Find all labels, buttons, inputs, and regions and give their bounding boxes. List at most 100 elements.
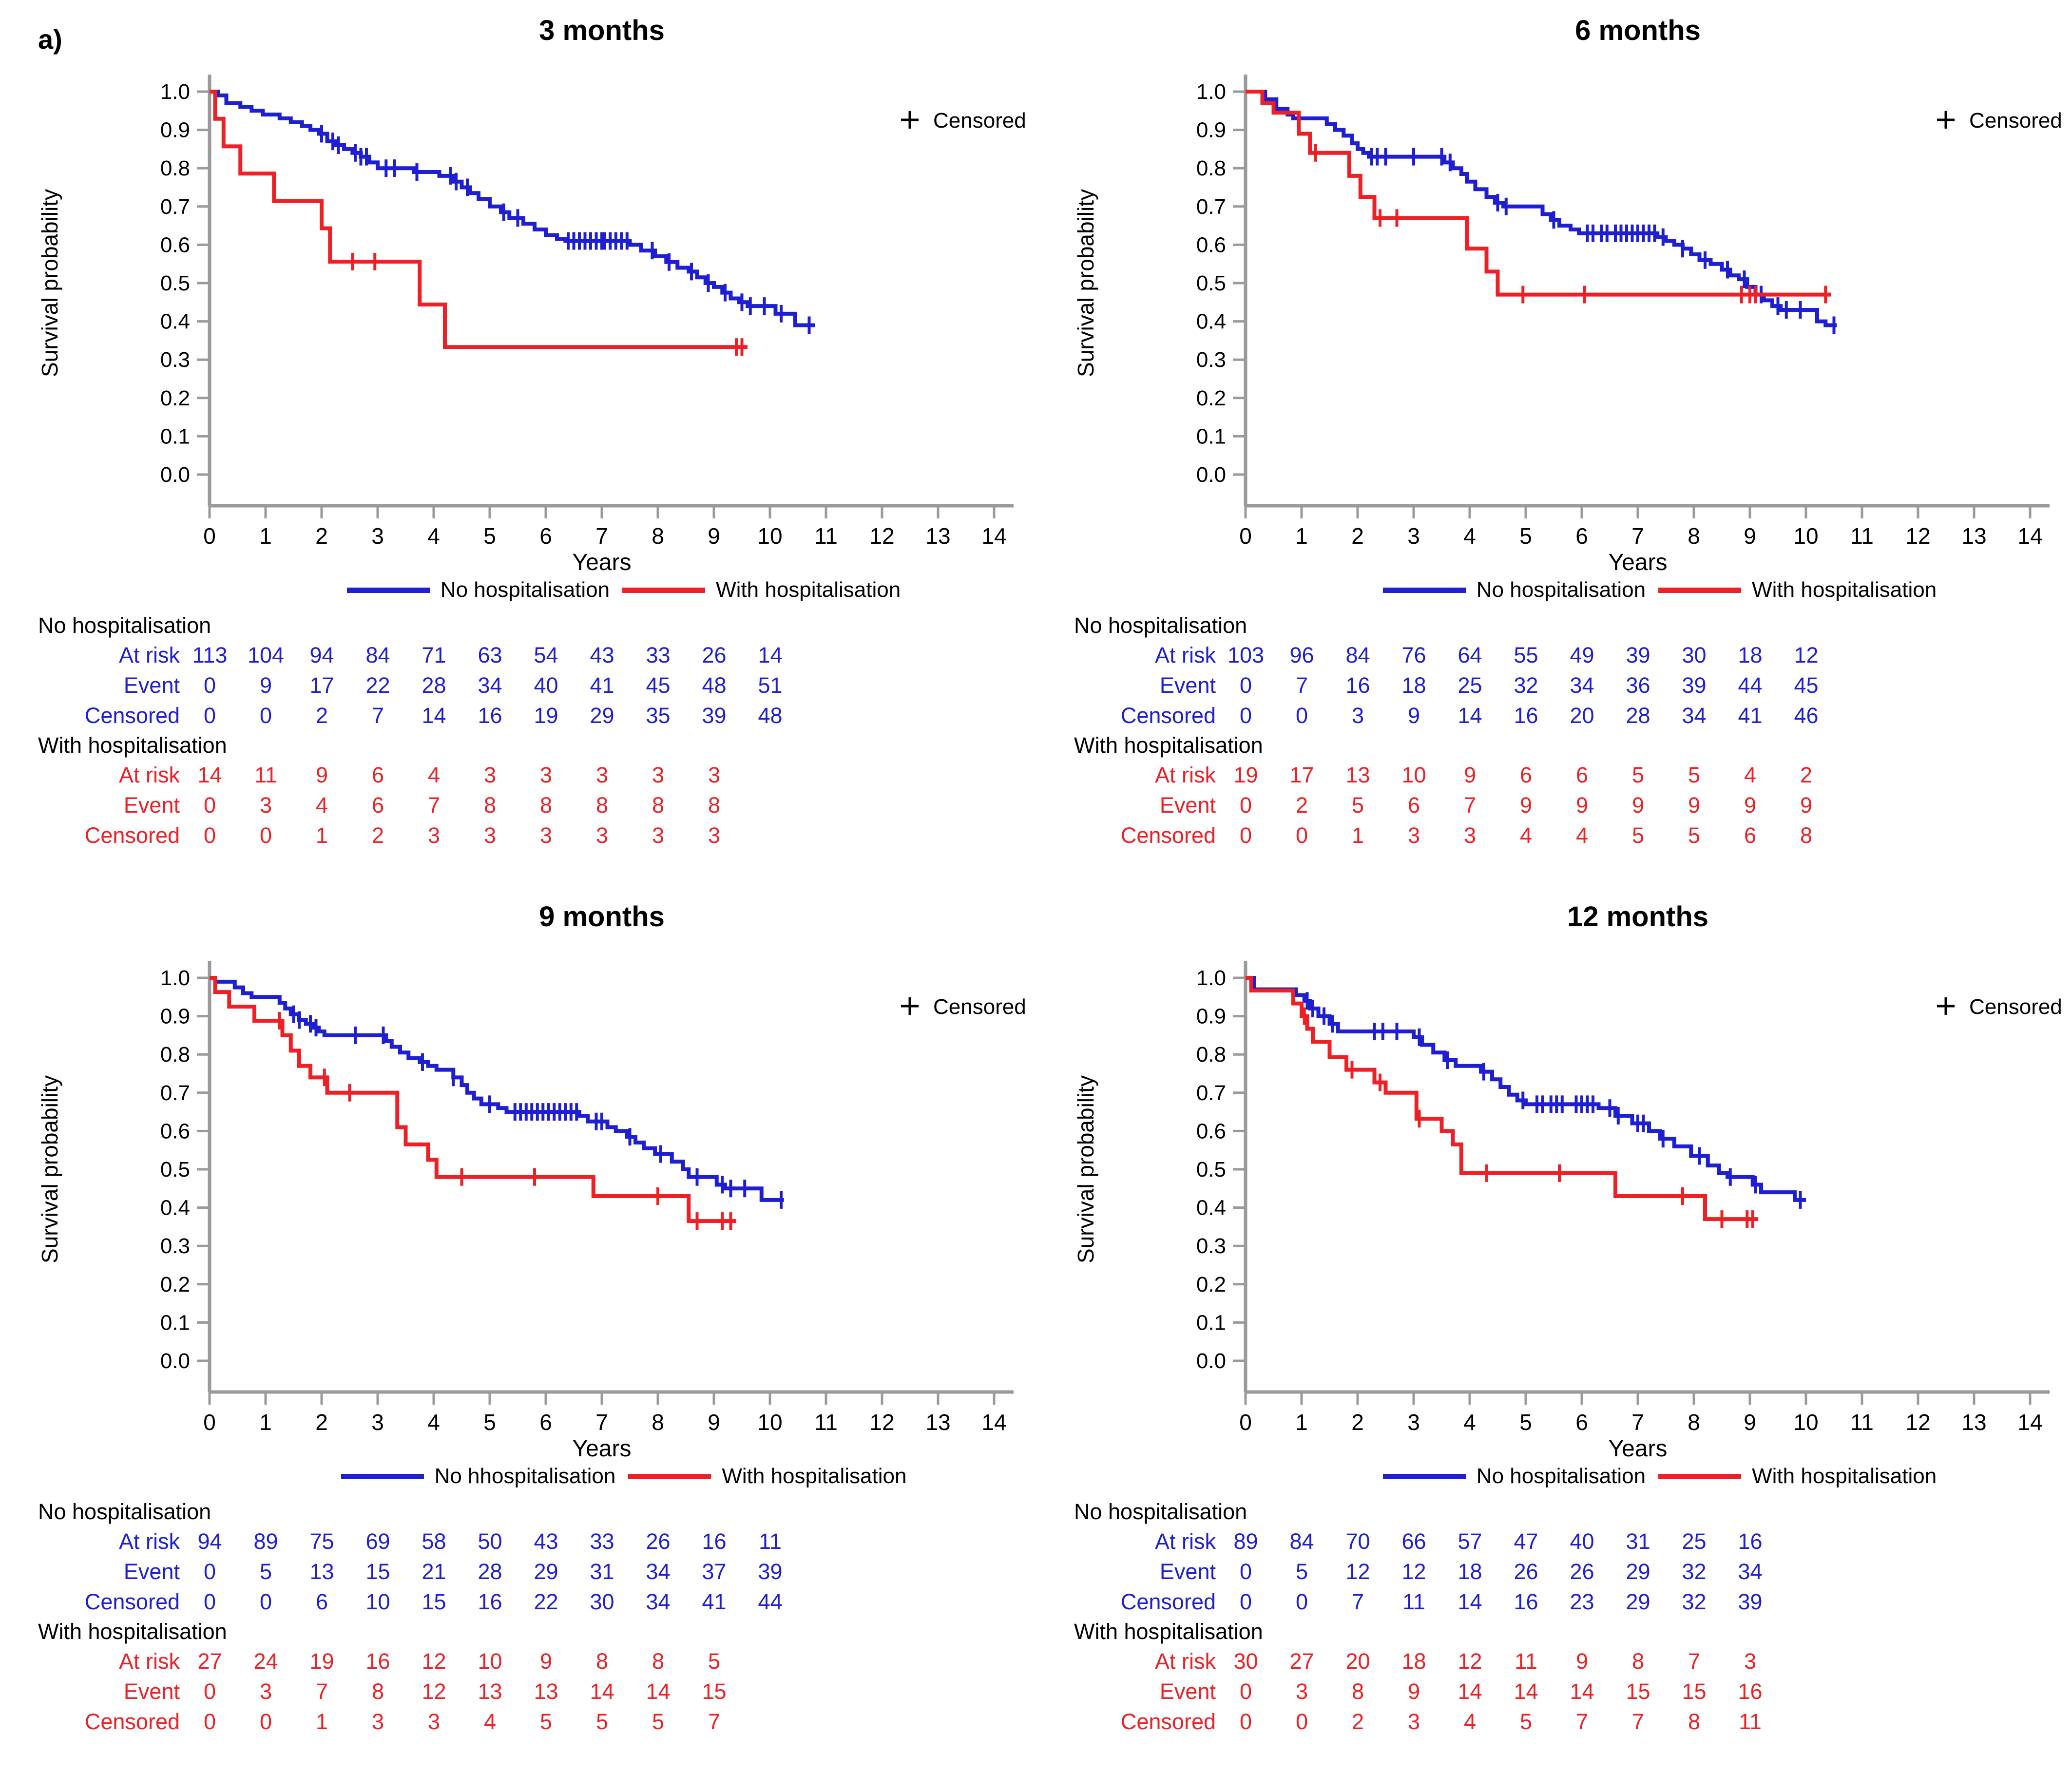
risk-cell: 7 bbox=[371, 703, 384, 728]
risk-cell: 4 bbox=[315, 793, 328, 818]
risk-cell: 34 bbox=[1738, 1559, 1763, 1584]
x-tick-label: 4 bbox=[1463, 523, 1476, 549]
risk-cell: 10 bbox=[478, 1649, 502, 1674]
risk-cell: 35 bbox=[646, 703, 671, 728]
risk-cell: 0 bbox=[1239, 793, 1252, 818]
risk-cell: 17 bbox=[309, 673, 334, 698]
risk-cell: 22 bbox=[365, 673, 390, 698]
risk-cell: 32 bbox=[1682, 1589, 1707, 1614]
risk-cell: 5 bbox=[259, 1559, 272, 1584]
risk-cell: 0 bbox=[259, 823, 272, 848]
risk-cell: 39 bbox=[758, 1559, 783, 1584]
risk-group-label: With hospitalisation bbox=[1074, 733, 1263, 758]
y-tick-label: 0.2 bbox=[1196, 1273, 1226, 1296]
risk-row: Censored 0 0 1 2 3 3 3 3 3 3 bbox=[0, 820, 1036, 851]
risk-row-label: At risk bbox=[1154, 763, 1216, 787]
series-legend: No hospitalisation With hospitalisation bbox=[1246, 574, 2072, 606]
legend-label: No hospitalisation bbox=[440, 578, 610, 602]
risk-cell bbox=[742, 1677, 798, 1707]
risk-cell: 44 bbox=[1738, 673, 1763, 698]
risk-cell: 26 bbox=[646, 1529, 671, 1554]
x-tick-label: 9 bbox=[1744, 1410, 1756, 1435]
risk-cell: 47 bbox=[1514, 1529, 1538, 1554]
x-tick-label: 2 bbox=[1351, 1410, 1364, 1435]
risk-cell: 0 bbox=[203, 823, 216, 848]
risk-cell: 16 bbox=[478, 1589, 502, 1614]
x-tick-label: 1 bbox=[1295, 1410, 1308, 1435]
x-tick-label: 0 bbox=[203, 1410, 216, 1435]
x-tick-label: 10 bbox=[757, 1410, 782, 1435]
risk-row: At risk 94 89 75 69 58 50 43 33 26 16 11 bbox=[0, 1526, 1036, 1557]
risk-cell: 94 bbox=[309, 643, 334, 667]
risk-cell: 0 bbox=[203, 1589, 216, 1614]
risk-cell: 14 bbox=[590, 1679, 614, 1704]
risk-row: At risk 30 27 20 18 12 11 9 8 7 3 bbox=[1036, 1646, 2072, 1677]
risk-cell: 89 bbox=[253, 1529, 278, 1554]
risk-cell: 45 bbox=[1794, 673, 1819, 698]
legend-no-hospitalisation: No hhospitalisation bbox=[341, 1464, 615, 1488]
risk-cell: 18 bbox=[1458, 1559, 1482, 1584]
risk-cell: 1 bbox=[1351, 823, 1364, 848]
panel-title: 9 months bbox=[539, 901, 665, 933]
risk-cell: 40 bbox=[1570, 1529, 1594, 1554]
legend-with-hospitalisation: With hospitalisation bbox=[1658, 1464, 1937, 1488]
series-legend: No hospitalisation With hospitalisation bbox=[210, 574, 1038, 606]
risk-cell: 26 bbox=[1570, 1559, 1594, 1584]
risk-cell: 0 bbox=[1239, 1679, 1252, 1704]
risk-cell: 17 bbox=[1289, 763, 1314, 787]
risk-cell: 7 bbox=[315, 1679, 328, 1704]
risk-cell: 31 bbox=[1626, 1529, 1650, 1554]
x-tick-label: 9 bbox=[708, 523, 720, 549]
y-tick-label: 0.1 bbox=[160, 1311, 190, 1335]
y-tick-label: 0.1 bbox=[1196, 424, 1226, 448]
x-tick-label: 6 bbox=[539, 1410, 552, 1435]
x-tick-label: 0 bbox=[1239, 523, 1252, 549]
risk-cell bbox=[742, 1707, 798, 1737]
risk-row: At risk 14 11 9 6 4 3 3 3 3 3 bbox=[0, 760, 1036, 790]
risk-cell: 34 bbox=[1682, 703, 1707, 728]
risk-cell: 15 bbox=[702, 1679, 727, 1704]
risk-cell: 7 bbox=[427, 793, 441, 818]
risk-cell: 12 bbox=[1794, 643, 1819, 667]
risk-cell: 3 bbox=[259, 793, 272, 818]
risk-cell: 12 bbox=[422, 1679, 446, 1704]
risk-cell: 14 bbox=[1458, 703, 1482, 728]
risk-cell: 22 bbox=[534, 1589, 558, 1614]
risk-cell: 9 bbox=[1575, 1649, 1589, 1674]
risk-cell: 9 bbox=[1407, 703, 1420, 728]
risk-cell: 8 bbox=[595, 793, 609, 818]
y-tick-label: 0.6 bbox=[160, 1119, 190, 1143]
risk-cell: 44 bbox=[758, 1589, 783, 1614]
y-tick-label: 0.5 bbox=[1196, 1158, 1226, 1182]
risk-cell: 9 bbox=[1800, 793, 1813, 818]
risk-cell: 3 bbox=[539, 763, 553, 787]
risk-cell: 34 bbox=[646, 1589, 671, 1614]
panel-title: 12 months bbox=[1567, 901, 1709, 933]
x-tick-label: 2 bbox=[315, 523, 328, 549]
risk-row-label: At risk bbox=[118, 643, 180, 667]
risk-cell: 39 bbox=[702, 703, 727, 728]
risk-row-label: Event bbox=[123, 1679, 180, 1704]
risk-cell: 6 bbox=[1519, 763, 1533, 787]
risk-cell: 3 bbox=[483, 763, 497, 787]
km-curve bbox=[210, 976, 784, 1202]
risk-cell bbox=[1778, 1587, 1834, 1617]
risk-cell: 14 bbox=[1458, 1679, 1482, 1704]
risk-cell: 29 bbox=[590, 703, 614, 728]
blue-line-swatch bbox=[341, 1473, 424, 1479]
risk-cell: 54 bbox=[534, 643, 558, 667]
risk-cell: 3 bbox=[259, 1679, 272, 1704]
risk-cell: 43 bbox=[590, 643, 614, 667]
risk-cell: 23 bbox=[1570, 1589, 1594, 1614]
risk-cell: 30 bbox=[590, 1589, 614, 1614]
risk-cell: 31 bbox=[590, 1559, 614, 1584]
risk-cell: 96 bbox=[1289, 643, 1314, 667]
legend-label: With hospitalisation bbox=[722, 1464, 907, 1488]
risk-cell: 25 bbox=[1682, 1529, 1707, 1554]
x-tick-label: 12 bbox=[869, 1410, 894, 1435]
risk-cell: 18 bbox=[1401, 1649, 1426, 1674]
y-tick-label: 0.6 bbox=[1196, 233, 1226, 257]
risk-cell: 0 bbox=[259, 1589, 272, 1614]
x-tick-label: 13 bbox=[1961, 523, 1986, 549]
